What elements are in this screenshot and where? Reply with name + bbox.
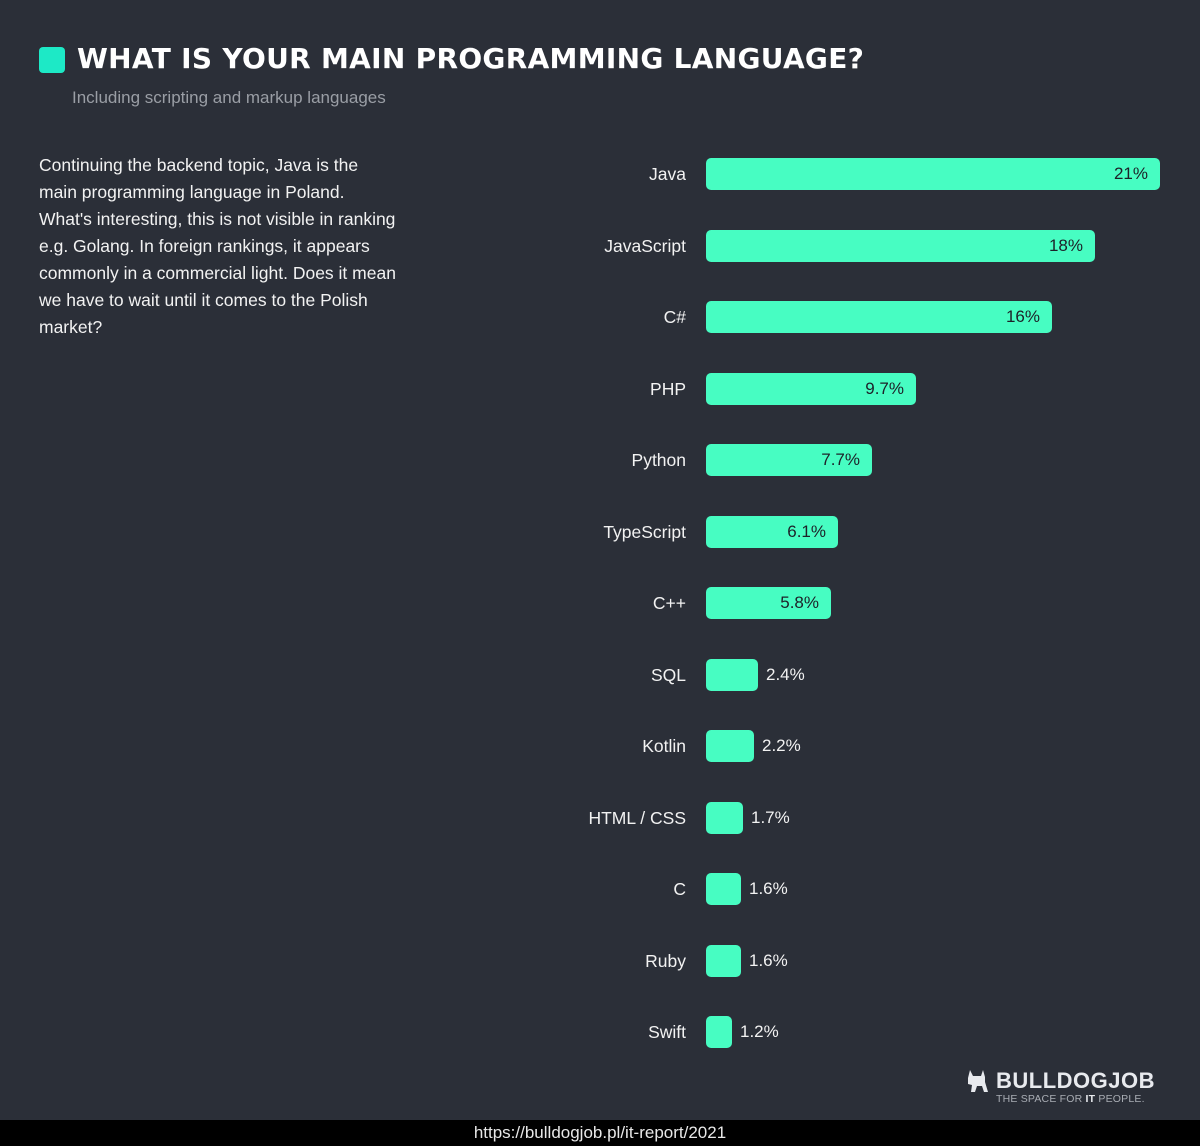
bulldog-icon xyxy=(968,1070,988,1092)
bar-label: PHP xyxy=(650,378,686,399)
bar-row: Python 7.7% xyxy=(0,444,1200,476)
bar-label: C# xyxy=(663,307,686,327)
bar: 9.7% xyxy=(706,372,916,405)
bar-value: 16% xyxy=(1005,307,1040,326)
chart-title: WHAT IS YOUR MAIN PROGRAMMING LANGUAGE? xyxy=(77,42,865,75)
bar-value: 2.2% xyxy=(762,736,801,755)
bar-label: Ruby xyxy=(645,950,686,971)
description-text: Continuing the backend topic, Java is th… xyxy=(39,155,396,337)
bar-label: Python xyxy=(631,450,686,470)
bar-row: Ruby 1.6% xyxy=(0,944,1200,977)
bar-row: HTML / CSS 1.7% xyxy=(0,801,1200,834)
bar xyxy=(706,801,743,834)
bar-row: Kotlin 2.2% xyxy=(0,730,1200,762)
footer-bar: https://bulldogjob.pl/it-report/2021 xyxy=(0,1120,1200,1146)
bar-label: C xyxy=(673,879,686,899)
bar-row: C# 16% xyxy=(0,301,1200,333)
bar-value: 21% xyxy=(1113,164,1148,183)
bar-value: 7.7% xyxy=(821,450,860,469)
bar-label: Kotlin xyxy=(642,736,686,756)
bar-value: 1.6% xyxy=(749,950,788,970)
bar-value: 1.7% xyxy=(751,807,790,827)
bar-row: PHP 9.7% xyxy=(0,372,1200,405)
bar-value: 18% xyxy=(1048,235,1083,255)
bar-label: JavaScript xyxy=(604,235,686,256)
bar-row: JavaScript 18% xyxy=(0,229,1200,262)
bar-value: 1.2% xyxy=(740,1022,779,1041)
bar: 6.1% xyxy=(706,515,838,548)
bar-label: HTML / CSS xyxy=(588,807,686,828)
bar-value: 6.1% xyxy=(787,521,826,541)
bar-label: SQL xyxy=(650,664,686,685)
footer-url[interactable]: https://bulldogjob.pl/it-report/2021 xyxy=(473,1123,727,1142)
bar-label: Java xyxy=(649,164,686,184)
bar-value: 2.4% xyxy=(766,664,805,684)
bar-value: 5.8% xyxy=(780,593,819,612)
bar: 21% xyxy=(706,158,1160,190)
bar xyxy=(706,944,741,977)
bar-row: Java 21% xyxy=(0,158,1200,190)
chart-subtitle: Including scripting and markup languages xyxy=(72,88,386,107)
bar-row: SQL 2.4% xyxy=(0,658,1200,691)
bar: 7.7% xyxy=(706,444,872,476)
bar-row: TypeScript 6.1% xyxy=(0,515,1200,548)
bar xyxy=(706,658,758,691)
bar-row: C++ 5.8% xyxy=(0,587,1200,619)
bar-label: TypeScript xyxy=(603,521,686,542)
bar-label: C++ xyxy=(652,593,686,613)
bar: 5.8% xyxy=(706,587,831,619)
bar-label: Swift xyxy=(648,1022,686,1042)
bar-row: C 1.6% xyxy=(0,873,1200,905)
bar xyxy=(706,730,754,762)
bar-row: Swift 1.2% xyxy=(0,1016,1200,1048)
logo-tagline: THE SPACE FOR IT PEOPLE. xyxy=(996,1093,1145,1105)
logo-name: BULLDOGJOB xyxy=(996,1068,1155,1093)
bar-value: 9.7% xyxy=(865,378,904,398)
title-marker xyxy=(39,47,65,73)
bar-value: 1.6% xyxy=(749,879,788,898)
bar: 16% xyxy=(706,301,1052,333)
bar xyxy=(706,873,741,905)
bar: 18% xyxy=(706,229,1095,262)
bar xyxy=(706,1016,732,1048)
